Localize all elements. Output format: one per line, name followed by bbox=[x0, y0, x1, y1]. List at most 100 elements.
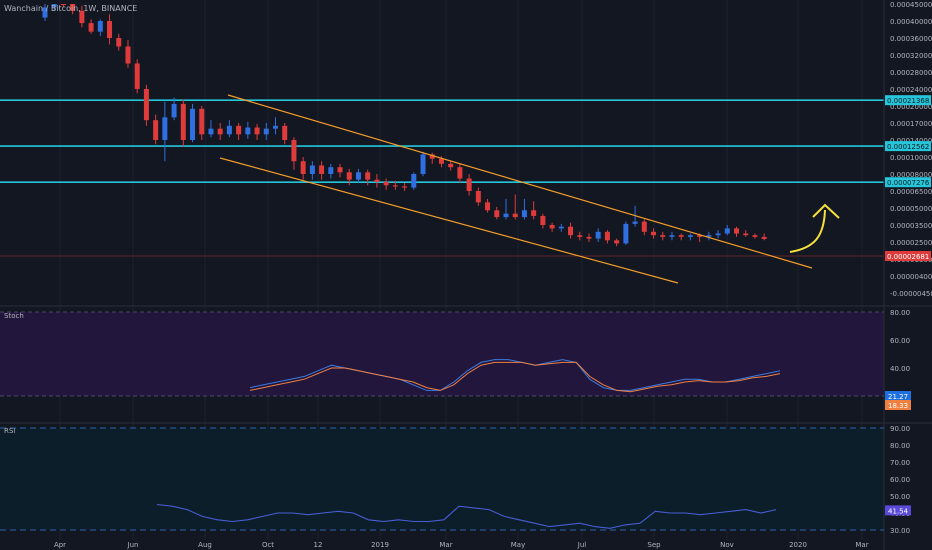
candle-body bbox=[153, 120, 159, 140]
candle-body bbox=[734, 228, 739, 234]
candle-body bbox=[217, 128, 223, 135]
candle-body bbox=[651, 231, 657, 236]
price-tick-label: 0.00003500 bbox=[890, 222, 932, 230]
candle-body bbox=[623, 223, 629, 244]
candle-body bbox=[531, 210, 537, 216]
candle-body bbox=[60, 4, 66, 5]
price-tick-label: 0.00002500 bbox=[890, 239, 932, 247]
level-tag bbox=[885, 95, 931, 106]
candle-body bbox=[162, 117, 168, 140]
stoch-pane-label: Stoch bbox=[4, 312, 24, 320]
candle-body bbox=[51, 4, 57, 8]
candle-body bbox=[79, 10, 85, 24]
candle-body bbox=[420, 154, 426, 174]
time-tick-label: Apr bbox=[54, 541, 66, 549]
time-tick-label: May bbox=[511, 541, 525, 549]
candle-body bbox=[70, 4, 76, 11]
candle-body bbox=[669, 235, 675, 237]
time-tick-label: 12 bbox=[314, 541, 323, 549]
candle-body bbox=[319, 165, 325, 174]
candle-body bbox=[328, 167, 334, 174]
time-tick-label: Nov bbox=[720, 541, 734, 549]
price-tick-label: 0.00045000 bbox=[890, 1, 932, 9]
time-tick-label: Jun bbox=[127, 541, 139, 549]
current-price-tag bbox=[885, 251, 931, 261]
level-tag bbox=[885, 177, 931, 188]
time-tick-label: 2019 bbox=[371, 541, 389, 549]
candle-body bbox=[438, 158, 444, 164]
price-tick-label: 0.00014000 bbox=[890, 137, 932, 145]
level-tag-text: 0.00021368 bbox=[887, 97, 929, 105]
candle-body bbox=[42, 7, 48, 18]
stoch-k-line bbox=[249, 359, 781, 391]
candle-body bbox=[503, 213, 509, 218]
price-tick-label: 0.00028000 bbox=[890, 69, 932, 77]
price-tick-label: 0.00036000 bbox=[890, 35, 932, 43]
time-tick-label: Oct bbox=[262, 541, 274, 549]
candle-body bbox=[577, 235, 583, 237]
candle-body bbox=[365, 172, 371, 180]
candle-body bbox=[116, 38, 122, 47]
candle-body bbox=[761, 236, 767, 239]
rsi-tick-label: 50.00 bbox=[890, 493, 910, 501]
rsi-line bbox=[156, 503, 777, 529]
current-price-text: 0.00002681 bbox=[887, 253, 929, 261]
candle-body bbox=[309, 165, 315, 174]
candle-body bbox=[457, 167, 463, 179]
candle-body bbox=[641, 221, 647, 232]
price-tick-label: 0.00010000 bbox=[890, 154, 932, 162]
price-tick-label: 0.00008000 bbox=[890, 171, 932, 179]
candle-body bbox=[254, 127, 260, 135]
candle-body bbox=[273, 125, 278, 129]
candle-body bbox=[549, 225, 555, 229]
candle-body bbox=[107, 21, 113, 38]
candle-body bbox=[263, 128, 269, 135]
price-tick-label: 0.00000400 bbox=[890, 273, 932, 281]
stoch-d-line bbox=[249, 361, 781, 393]
rsi-tick-label: 90.00 bbox=[890, 425, 910, 433]
candle-body bbox=[614, 240, 620, 244]
candle-body bbox=[374, 179, 380, 182]
candle-body bbox=[171, 103, 177, 118]
candle-body bbox=[208, 128, 214, 135]
stoch-value-tag bbox=[885, 400, 911, 410]
candle-body bbox=[337, 167, 343, 173]
candle-body bbox=[226, 125, 232, 135]
candle-body bbox=[411, 174, 417, 188]
candle-body bbox=[660, 235, 666, 237]
candle-body bbox=[143, 89, 149, 121]
level-tag-text: 0.00007276 bbox=[887, 179, 930, 187]
candle-body bbox=[697, 235, 703, 237]
price-tick-label: 0.00040000 bbox=[890, 18, 932, 26]
time-tick-label: 2020 bbox=[789, 541, 807, 549]
candle-body bbox=[632, 221, 638, 224]
candle-body bbox=[678, 235, 684, 237]
candle-body bbox=[521, 210, 527, 218]
price-tick-label: 0.00032000 bbox=[890, 52, 932, 60]
stoch-band bbox=[0, 312, 884, 396]
chart-title: Wanchain / Bitcoin, 1W, BINANCE bbox=[4, 4, 138, 13]
candle-body bbox=[134, 63, 140, 89]
time-axis-labels: Apr Jun Aug Oct 12 2019 Mar May Jul Sep Nov 2020 Mar bbox=[54, 541, 869, 549]
price-tick-label: 0.00024000 bbox=[890, 86, 932, 94]
candle-body bbox=[245, 127, 251, 135]
time-tick-label: Mar bbox=[855, 541, 868, 549]
time-tick-label: Jul bbox=[577, 541, 587, 549]
rsi-value-text: 41.54 bbox=[888, 507, 909, 515]
candle-body bbox=[687, 235, 693, 237]
stoch-value-text: 21.27 bbox=[888, 393, 908, 401]
candle-body bbox=[402, 186, 408, 188]
candle-body bbox=[383, 181, 389, 186]
candle-body bbox=[724, 228, 730, 234]
candle-body bbox=[743, 233, 749, 236]
candle-body bbox=[97, 21, 103, 32]
candle-body bbox=[512, 213, 518, 218]
stoch-value-text: 18.33 bbox=[888, 402, 908, 410]
candle-body bbox=[568, 226, 574, 236]
candle-body bbox=[604, 231, 610, 241]
candle-body bbox=[429, 154, 435, 159]
candles bbox=[42, 4, 767, 247]
